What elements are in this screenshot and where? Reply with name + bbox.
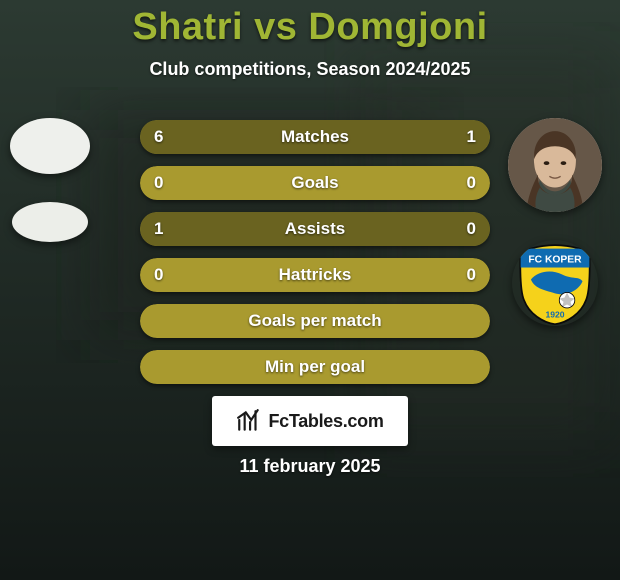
left-club-badge (12, 202, 88, 242)
stat-bars: 61Matches 00Goals 10Assists 00Hattricks Goal… (140, 120, 490, 384)
svg-text:FC KOPER: FC KOPER (528, 254, 582, 265)
brand-text: FcTables.com (268, 411, 383, 432)
left-player-avatar (10, 118, 90, 174)
stat-label: Goals per match (140, 304, 490, 338)
brand-pill: FcTables.com (212, 396, 408, 446)
stat-row-matches: 61Matches (140, 120, 490, 154)
stat-label: Min per goal (140, 350, 490, 384)
right-player-avatar (508, 118, 602, 212)
stat-row-assists: 10Assists (140, 212, 490, 246)
svg-text:1920: 1920 (545, 309, 564, 319)
stat-row-goals-per-match: Goals per match (140, 304, 490, 338)
stat-label: Goals (140, 166, 490, 200)
left-avatars (10, 118, 90, 242)
right-club-badge: FC KOPER 1920 (512, 240, 598, 326)
page-title: Shatri vs Domgjoni (132, 6, 487, 49)
right-avatars: FC KOPER 1920 (508, 118, 602, 326)
stat-row-goals: 00Goals (140, 166, 490, 200)
brand-logo-icon (236, 408, 262, 434)
stat-label: Matches (140, 120, 490, 154)
stat-label: Assists (140, 212, 490, 246)
stat-label: Hattricks (140, 258, 490, 292)
stat-row-min-per-goal: Min per goal (140, 350, 490, 384)
date-text: 11 february 2025 (239, 456, 380, 477)
subtitle: Club competitions, Season 2024/2025 (149, 59, 470, 80)
stat-row-hattricks: 00Hattricks (140, 258, 490, 292)
